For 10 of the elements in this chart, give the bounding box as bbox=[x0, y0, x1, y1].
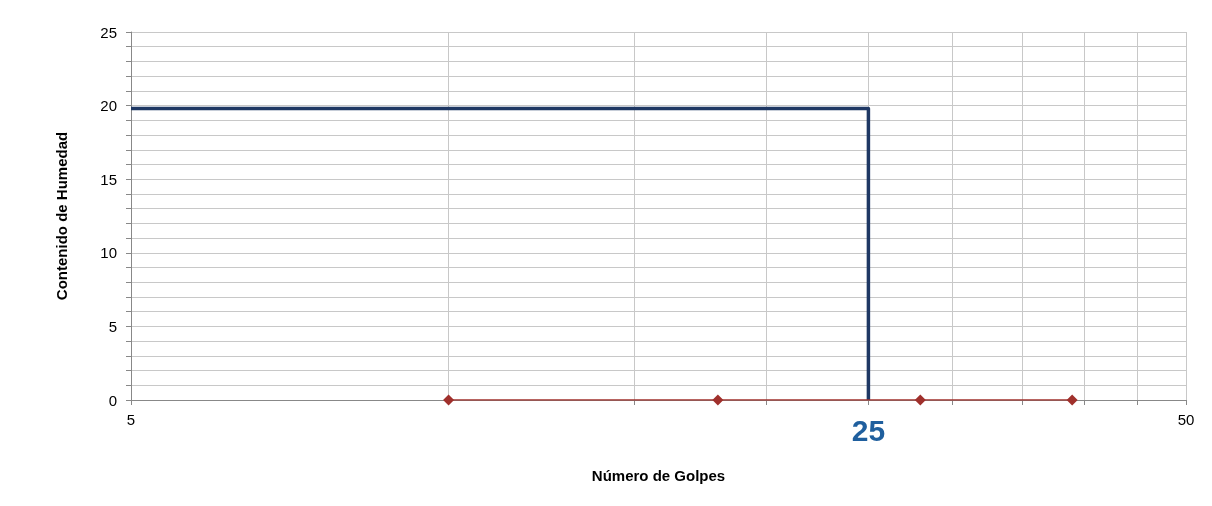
y-tick-label: 15 bbox=[100, 170, 117, 188]
x-tick-label: 50 bbox=[1177, 411, 1195, 428]
y-tick-label: 0 bbox=[108, 391, 117, 409]
y-tick-label: 5 bbox=[108, 317, 117, 335]
x-axis-title: Número de Golpes bbox=[591, 467, 726, 484]
y-axis-title: Contenido de Humedad bbox=[53, 131, 70, 301]
annotation: 25 bbox=[851, 413, 886, 447]
y-tick-label: 25 bbox=[100, 23, 117, 41]
y-tick-label: 10 bbox=[100, 244, 117, 262]
y-tick-label: 20 bbox=[100, 97, 117, 115]
